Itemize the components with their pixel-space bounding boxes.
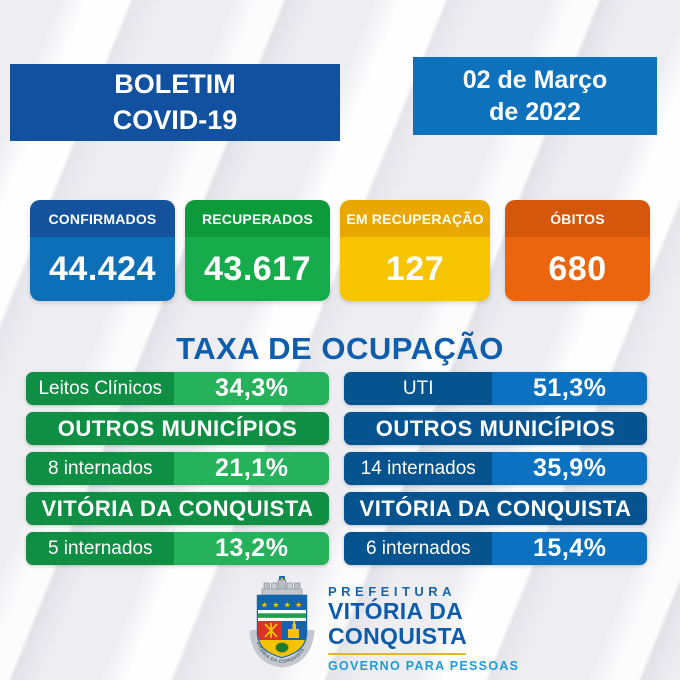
stat-label: CONFIRMADOS: [30, 200, 175, 237]
prefeitura-label: PREFEITURA: [328, 584, 457, 599]
occupancy-column-clinical-beds: Leitos Clínicos 34,3% OUTROS MUNICÍPIOS …: [26, 372, 329, 565]
occupancy-row-icu-local: 6 internados 15,4%: [344, 532, 647, 565]
stat-value: 127: [340, 237, 490, 301]
occupancy-row-value: 35,9%: [492, 452, 647, 485]
occupancy-row-value: 51,3%: [492, 372, 647, 405]
occupancy-row-label: 6 internados: [344, 532, 493, 565]
bulletin-title-banner: BOLETIM COVID-19: [10, 64, 340, 141]
bulletin-date-banner: 02 de Março de 2022: [413, 57, 657, 135]
occupancy-subheader-other-cities: OUTROS MUNICÍPIOS: [26, 412, 329, 445]
occupancy-subheader-other-cities: OUTROS MUNICÍPIOS: [344, 412, 647, 445]
city-hall-logo: ★ ★ ★ ★ VITÓRIA DA CONQUISTA PREFEITURA …: [246, 576, 519, 673]
stat-card-confirmed: CONFIRMADOS 44.424: [30, 200, 175, 301]
stat-value: 44.424: [30, 237, 175, 301]
stat-label: EM RECUPERAÇÃO: [340, 200, 490, 237]
occupancy-row-value: 21,1%: [174, 452, 329, 485]
stat-card-in-recovery: EM RECUPERAÇÃO 127: [340, 200, 490, 301]
occupancy-row-value: 15,4%: [492, 532, 647, 565]
coat-of-arms-icon: ★ ★ ★ ★ VITÓRIA DA CONQUISTA: [249, 576, 315, 668]
occupancy-subheader-vitoria-da-conquista: VITÓRIA DA CONQUISTA: [344, 492, 647, 525]
city-name-line1: VITÓRIA DA: [328, 598, 464, 624]
occupancy-row-label: UTI: [344, 372, 493, 405]
stat-card-deaths: ÓBITOS 680: [505, 200, 650, 301]
occupancy-row-clinical-total: Leitos Clínicos 34,3%: [26, 372, 329, 405]
occupancy-column-icu: UTI 51,3% OUTROS MUNICÍPIOS 14 internado…: [344, 372, 647, 565]
occupancy-row-clinical-local: 5 internados 13,2%: [26, 532, 329, 565]
occupancy-row-label: Leitos Clínicos: [26, 372, 175, 405]
bulletin-date-line2: de 2022: [489, 98, 581, 126]
occupancy-row-label: 5 internados: [26, 532, 175, 565]
bulletin-title-line2: COVID-19: [112, 104, 238, 135]
stat-label: ÓBITOS: [505, 200, 650, 237]
occupancy-row-value: 34,3%: [174, 372, 329, 405]
city-hall-wordmark: PREFEITURA VITÓRIA DA CONQUISTA GOVERNO …: [328, 576, 519, 673]
stat-label: RECUPERADOS: [185, 200, 330, 237]
occupancy-row-label: 8 internados: [26, 452, 175, 485]
bulletin-title-line1: BOLETIM: [114, 69, 236, 100]
city-name-line2: CONQUISTA: [328, 622, 467, 649]
occupancy-row-icu-total: UTI 51,3%: [344, 372, 647, 405]
occupancy-section-title: TAXA DE OCUPAÇÃO: [176, 331, 504, 366]
occupancy-row-label: 14 internados: [344, 452, 493, 485]
gold-divider: [328, 652, 466, 656]
bulletin-date-line1: 02 de Março: [462, 65, 608, 94]
stat-value: 43.617: [185, 237, 330, 301]
occupancy-row-value: 13,2%: [174, 532, 329, 565]
occupancy-subheader-vitoria-da-conquista: VITÓRIA DA CONQUISTA: [26, 492, 329, 525]
crest-stars: ★ ★ ★ ★: [261, 601, 303, 610]
occupancy-row-icu-other-cities: 14 internados 35,9%: [344, 452, 647, 485]
occupancy-row-clinical-other-cities: 8 internados 21,1%: [26, 452, 329, 485]
stat-card-recovered: RECUPERADOS 43.617: [185, 200, 330, 301]
stat-value: 680: [505, 237, 650, 301]
government-tagline: GOVERNO PARA PESSOAS: [328, 659, 520, 674]
